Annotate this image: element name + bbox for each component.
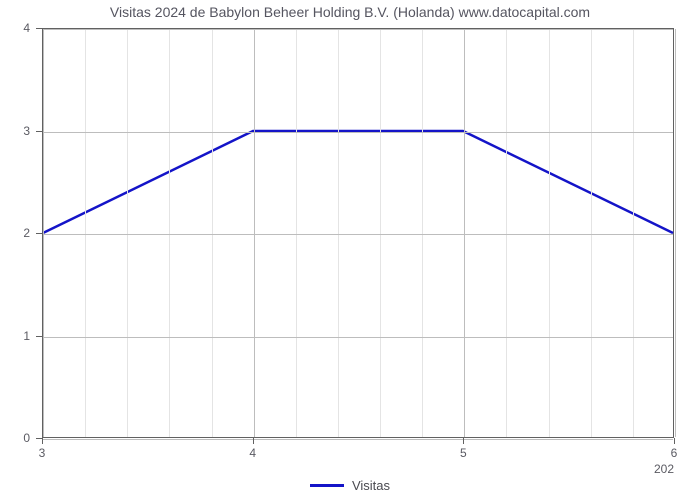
grid-minor-vertical — [85, 29, 86, 437]
grid-minor-vertical — [212, 29, 213, 437]
grid-minor-vertical — [380, 29, 381, 437]
grid-minor-vertical — [338, 29, 339, 437]
y-tick-label: 1 — [0, 329, 30, 343]
x-tick-mark — [42, 438, 43, 444]
y-tick-label: 3 — [0, 124, 30, 138]
legend-label: Visitas — [352, 478, 390, 493]
y-tick-mark — [36, 438, 42, 439]
grid-major-vertical — [43, 29, 44, 437]
grid-major-vertical — [675, 29, 676, 437]
y-tick-mark — [36, 131, 42, 132]
x-tick-label: 6 — [671, 446, 678, 460]
legend-swatch — [310, 484, 344, 487]
x-tick-label: 4 — [249, 446, 256, 460]
grid-minor-vertical — [549, 29, 550, 437]
grid-major-horizontal — [43, 234, 673, 235]
grid-major-horizontal — [43, 29, 673, 30]
plot-area — [42, 28, 674, 438]
grid-minor-vertical — [296, 29, 297, 437]
grid-minor-vertical — [506, 29, 507, 437]
chart-title: Visitas 2024 de Babylon Beheer Holding B… — [0, 4, 700, 20]
x-axis-secondary-label: 202 — [654, 462, 674, 476]
y-tick-label: 0 — [0, 431, 30, 445]
x-tick-mark — [463, 438, 464, 444]
grid-major-horizontal — [43, 132, 673, 133]
y-tick-label: 4 — [0, 21, 30, 35]
grid-minor-vertical — [591, 29, 592, 437]
x-tick-mark — [674, 438, 675, 444]
y-tick-mark — [36, 28, 42, 29]
grid-major-horizontal — [43, 439, 673, 440]
x-tick-label: 5 — [460, 446, 467, 460]
x-tick-mark — [253, 438, 254, 444]
chart-container: Visitas 2024 de Babylon Beheer Holding B… — [0, 0, 700, 500]
grid-major-horizontal — [43, 337, 673, 338]
grid-minor-vertical — [422, 29, 423, 437]
y-tick-mark — [36, 336, 42, 337]
legend: Visitas — [0, 478, 700, 493]
x-tick-label: 3 — [39, 446, 46, 460]
grid-minor-vertical — [633, 29, 634, 437]
y-tick-mark — [36, 233, 42, 234]
y-tick-label: 2 — [0, 226, 30, 240]
grid-major-vertical — [464, 29, 465, 437]
grid-minor-vertical — [127, 29, 128, 437]
grid-major-vertical — [254, 29, 255, 437]
grid-minor-vertical — [169, 29, 170, 437]
line-series — [43, 29, 673, 437]
